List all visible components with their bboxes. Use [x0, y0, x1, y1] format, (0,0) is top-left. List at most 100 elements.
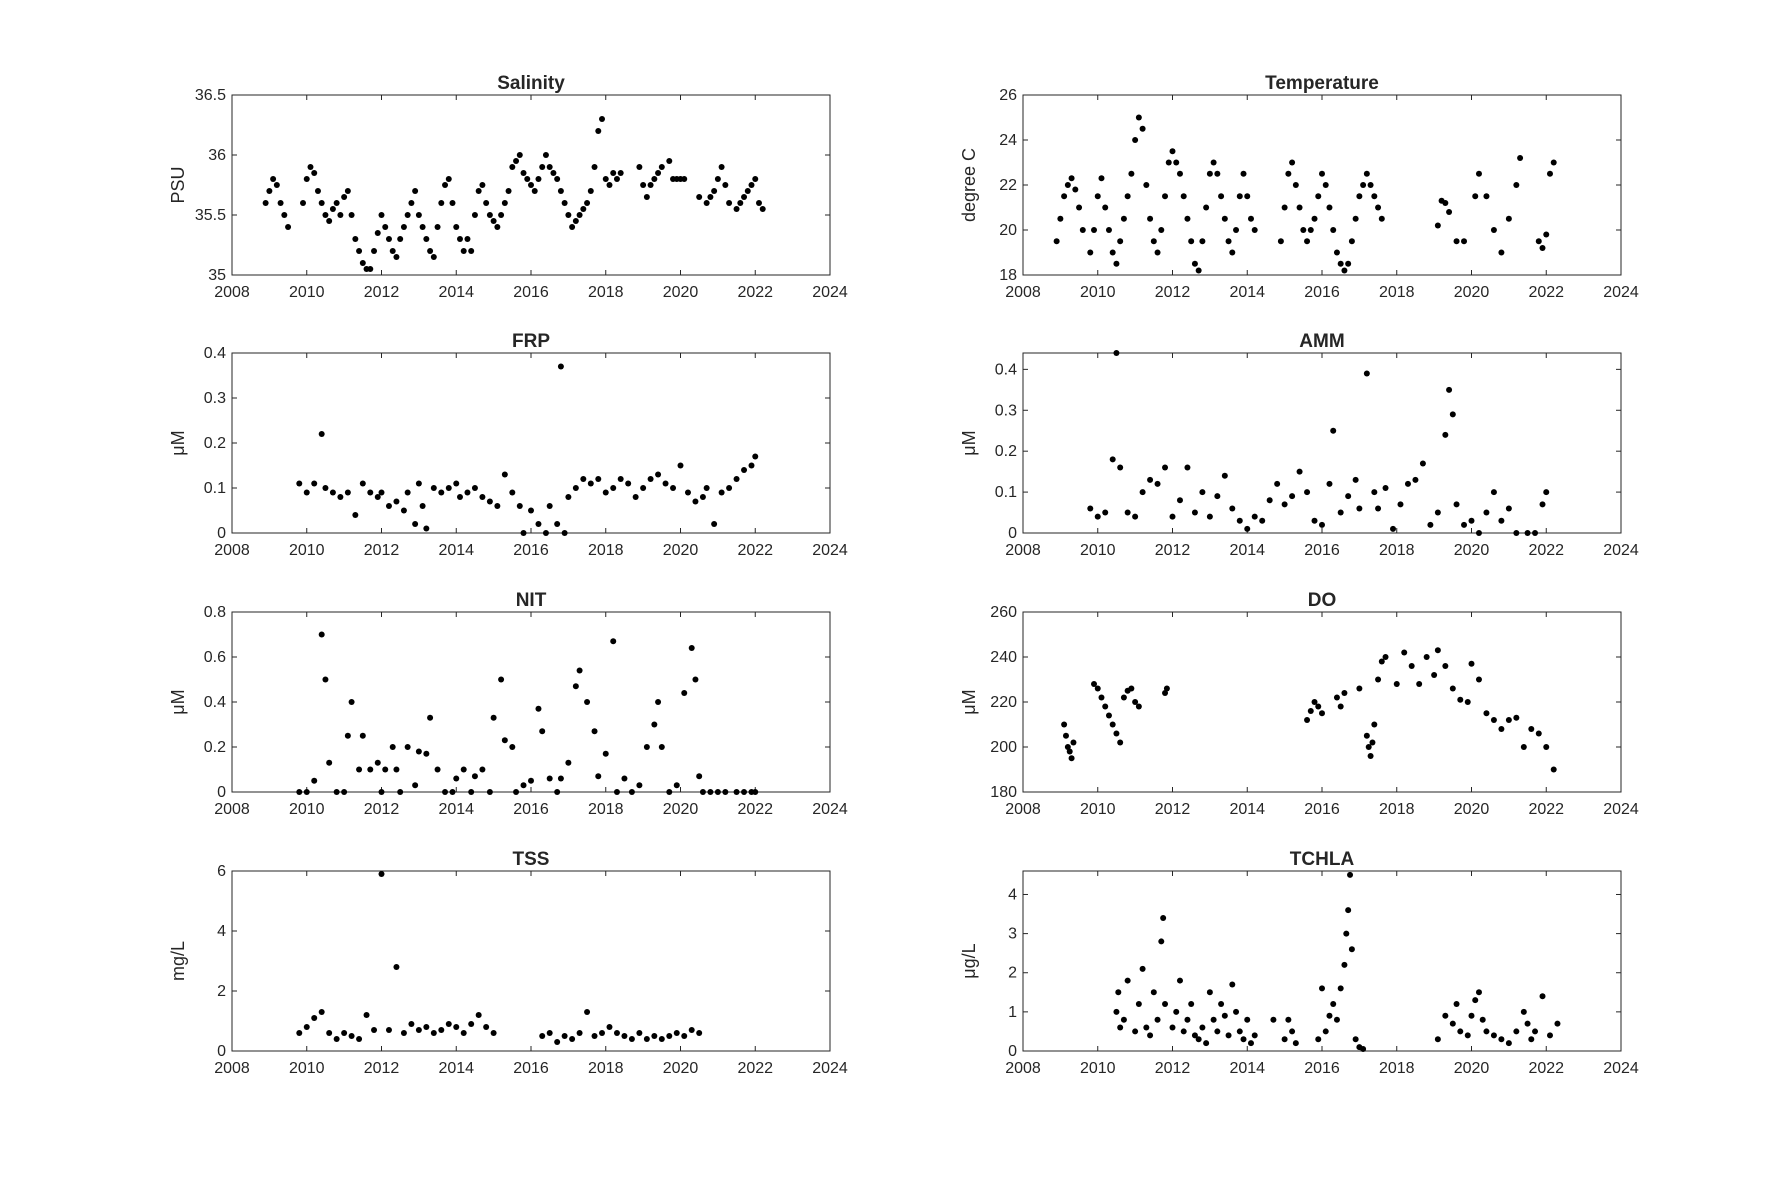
data-point: [385, 1027, 392, 1033]
data-point: [599, 116, 606, 122]
y-tick-label: 1: [1008, 1004, 1017, 1021]
data-point: [1062, 732, 1069, 739]
data-point: [1292, 1040, 1299, 1047]
data-point: [438, 1027, 445, 1033]
data-point: [520, 170, 527, 176]
data-point: [1109, 456, 1116, 463]
data-point: [509, 164, 516, 170]
data-point: [752, 789, 759, 795]
plot-area-frame: [231, 870, 831, 1052]
data-point: [621, 775, 628, 782]
data-point: [423, 525, 430, 532]
data-point: [445, 485, 452, 491]
data-point: [1139, 489, 1146, 496]
x-tick-label: 2010: [289, 542, 325, 559]
data-point: [718, 164, 725, 170]
data-point: [303, 176, 310, 182]
data-point: [733, 789, 740, 795]
data-point: [1442, 1012, 1449, 1019]
data-point: [419, 503, 426, 509]
data-point: [565, 759, 572, 766]
y-tick-label: 220: [990, 694, 1017, 711]
x-tick-label: 2022: [737, 284, 773, 301]
data-point: [1281, 204, 1288, 211]
data-point: [1375, 676, 1382, 683]
data-point: [1221, 1012, 1228, 1019]
data-point: [296, 789, 303, 795]
data-point: [468, 1021, 475, 1027]
data-point: [415, 480, 422, 487]
x-tick-label: 2008: [214, 542, 250, 559]
data-point: [1251, 1032, 1258, 1039]
y-axis-label: μg/L: [959, 943, 979, 978]
data-point: [1176, 977, 1183, 984]
subplot-title: TCHLA: [1290, 849, 1355, 870]
data-point: [1236, 193, 1243, 200]
data-point: [1229, 249, 1236, 256]
data-point: [569, 1036, 576, 1042]
data-point: [1434, 1036, 1441, 1043]
x-tick-label: 2016: [513, 1060, 549, 1077]
data-point: [1352, 476, 1359, 483]
y-tick-label: 4: [217, 923, 226, 940]
data-point: [456, 236, 463, 242]
data-point: [1330, 227, 1337, 233]
subplot-do: 2008 2010 2012 2014 2016 2018 2020 2022 2024 180 2…: [959, 590, 1639, 818]
data-point: [303, 489, 310, 496]
data-point: [501, 200, 508, 206]
data-point: [643, 744, 650, 750]
data-point: [1244, 193, 1251, 200]
data-point: [1132, 699, 1139, 705]
data-point: [415, 748, 422, 755]
data-point: [356, 766, 363, 773]
data-point: [539, 164, 546, 170]
data-point: [490, 714, 497, 721]
data-series: [296, 871, 703, 1045]
data-point: [524, 176, 531, 182]
data-point: [1378, 658, 1385, 665]
data-point: [427, 714, 434, 721]
data-point: [1281, 501, 1288, 508]
data-point: [554, 789, 561, 795]
data-point: [1113, 260, 1120, 267]
data-point: [333, 200, 340, 206]
y-tick-label: 0.6: [204, 649, 226, 666]
data-point: [1315, 1036, 1322, 1043]
data-point: [1468, 1012, 1475, 1019]
data-point: [1468, 517, 1475, 524]
data-point: [352, 512, 359, 518]
data-point: [1307, 708, 1314, 714]
data-point: [681, 176, 688, 182]
data-point: [714, 176, 721, 182]
data-point: [1199, 1024, 1206, 1031]
data-point: [1091, 227, 1098, 233]
data-point: [1180, 1028, 1187, 1035]
data-point: [1117, 464, 1124, 471]
data-point: [1124, 509, 1131, 516]
data-point: [415, 1027, 422, 1033]
data-point: [1251, 513, 1258, 520]
data-point: [647, 182, 654, 188]
x-tick-label: 2012: [364, 1060, 400, 1077]
data-point: [666, 1033, 673, 1039]
data-point: [718, 489, 725, 496]
data-point: [1427, 521, 1434, 528]
data-point: [542, 530, 549, 536]
data-point: [490, 1030, 497, 1036]
data-point: [1113, 1008, 1120, 1015]
data-point: [1053, 238, 1060, 245]
data-point: [412, 188, 419, 194]
data-point: [1375, 204, 1382, 211]
data-point: [442, 789, 449, 795]
data-point: [404, 489, 411, 496]
data-point: [1464, 1032, 1471, 1039]
data-point: [494, 503, 501, 509]
data-point: [580, 476, 587, 482]
data-point: [569, 224, 576, 230]
data-point: [311, 777, 318, 784]
data-point: [1330, 427, 1337, 434]
data-point: [363, 1012, 370, 1018]
data-point: [1139, 965, 1146, 972]
data-point: [1070, 739, 1077, 746]
data-point: [599, 1030, 606, 1036]
